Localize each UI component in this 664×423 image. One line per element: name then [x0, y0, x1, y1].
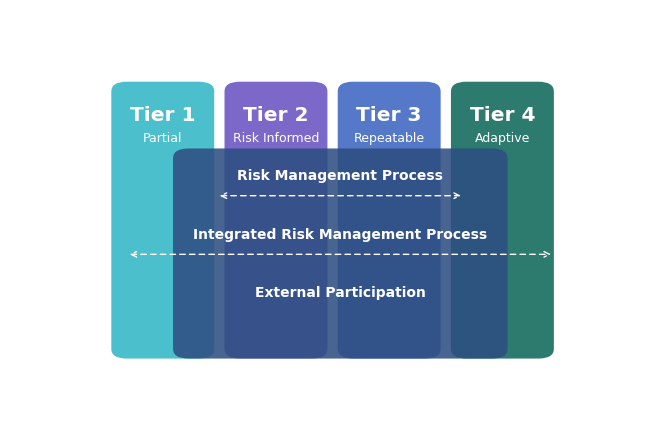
- FancyBboxPatch shape: [173, 148, 507, 359]
- Text: Tier 3: Tier 3: [357, 107, 422, 125]
- Text: Risk Management Process: Risk Management Process: [237, 169, 444, 183]
- Text: External Participation: External Participation: [255, 286, 426, 300]
- Text: Partial: Partial: [143, 132, 183, 145]
- Text: Tier 1: Tier 1: [130, 107, 195, 125]
- FancyBboxPatch shape: [224, 82, 327, 359]
- Text: Repeatable: Repeatable: [354, 132, 425, 145]
- Text: Tier 2: Tier 2: [243, 107, 309, 125]
- FancyBboxPatch shape: [338, 82, 441, 359]
- Text: Tier 4: Tier 4: [469, 107, 535, 125]
- FancyBboxPatch shape: [451, 82, 554, 359]
- FancyBboxPatch shape: [112, 82, 214, 359]
- Text: Adaptive: Adaptive: [475, 132, 530, 145]
- Text: Risk Informed: Risk Informed: [233, 132, 319, 145]
- Text: Integrated Risk Management Process: Integrated Risk Management Process: [193, 228, 487, 242]
